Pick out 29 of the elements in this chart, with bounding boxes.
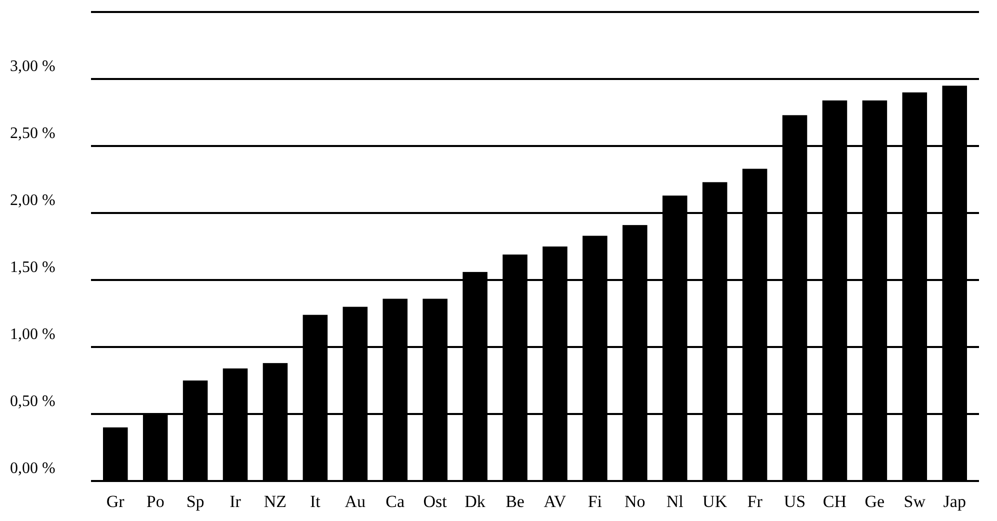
- y-tick-label: 3,00 %: [10, 58, 56, 75]
- x-tick-label: Sp: [186, 492, 204, 511]
- x-tick-label: Ca: [386, 492, 406, 511]
- x-tick-label: NZ: [264, 492, 287, 511]
- x-tick-label: It: [310, 492, 321, 511]
- x-tick-label: Ge: [864, 492, 885, 511]
- x-tick-label: Jap: [943, 492, 966, 511]
- y-tick-label: 1,50 %: [10, 259, 56, 276]
- x-tick-label: CH: [822, 492, 847, 511]
- x-tick-label: Po: [146, 492, 164, 511]
- x-tick-label: Fi: [588, 492, 602, 511]
- y-tick-label: 0,50 %: [10, 393, 56, 410]
- x-tick-label: US: [784, 492, 806, 511]
- x-tick-label: Dk: [464, 492, 486, 511]
- y-tick-label: 1,00 %: [10, 326, 56, 343]
- x-tick-label: Ir: [230, 492, 242, 511]
- y-tick-label: 2,50 %: [10, 125, 56, 142]
- x-tick-label: Au: [344, 492, 366, 511]
- x-tick-label: Gr: [106, 492, 125, 511]
- x-tick-label: AV: [544, 492, 567, 511]
- x-tick-label: No: [624, 492, 646, 511]
- x-tick-label: Sw: [904, 492, 926, 511]
- x-tick-label: Be: [506, 492, 524, 511]
- x-tick-label: Nl: [666, 492, 684, 511]
- y-tick-label: 0,00 %: [10, 460, 56, 477]
- x-tick-label: Ost: [423, 492, 448, 511]
- x-tick-label: UK: [702, 492, 728, 511]
- x-tick-label: Fr: [747, 492, 763, 511]
- y-tick-label: 2,00 %: [10, 192, 56, 209]
